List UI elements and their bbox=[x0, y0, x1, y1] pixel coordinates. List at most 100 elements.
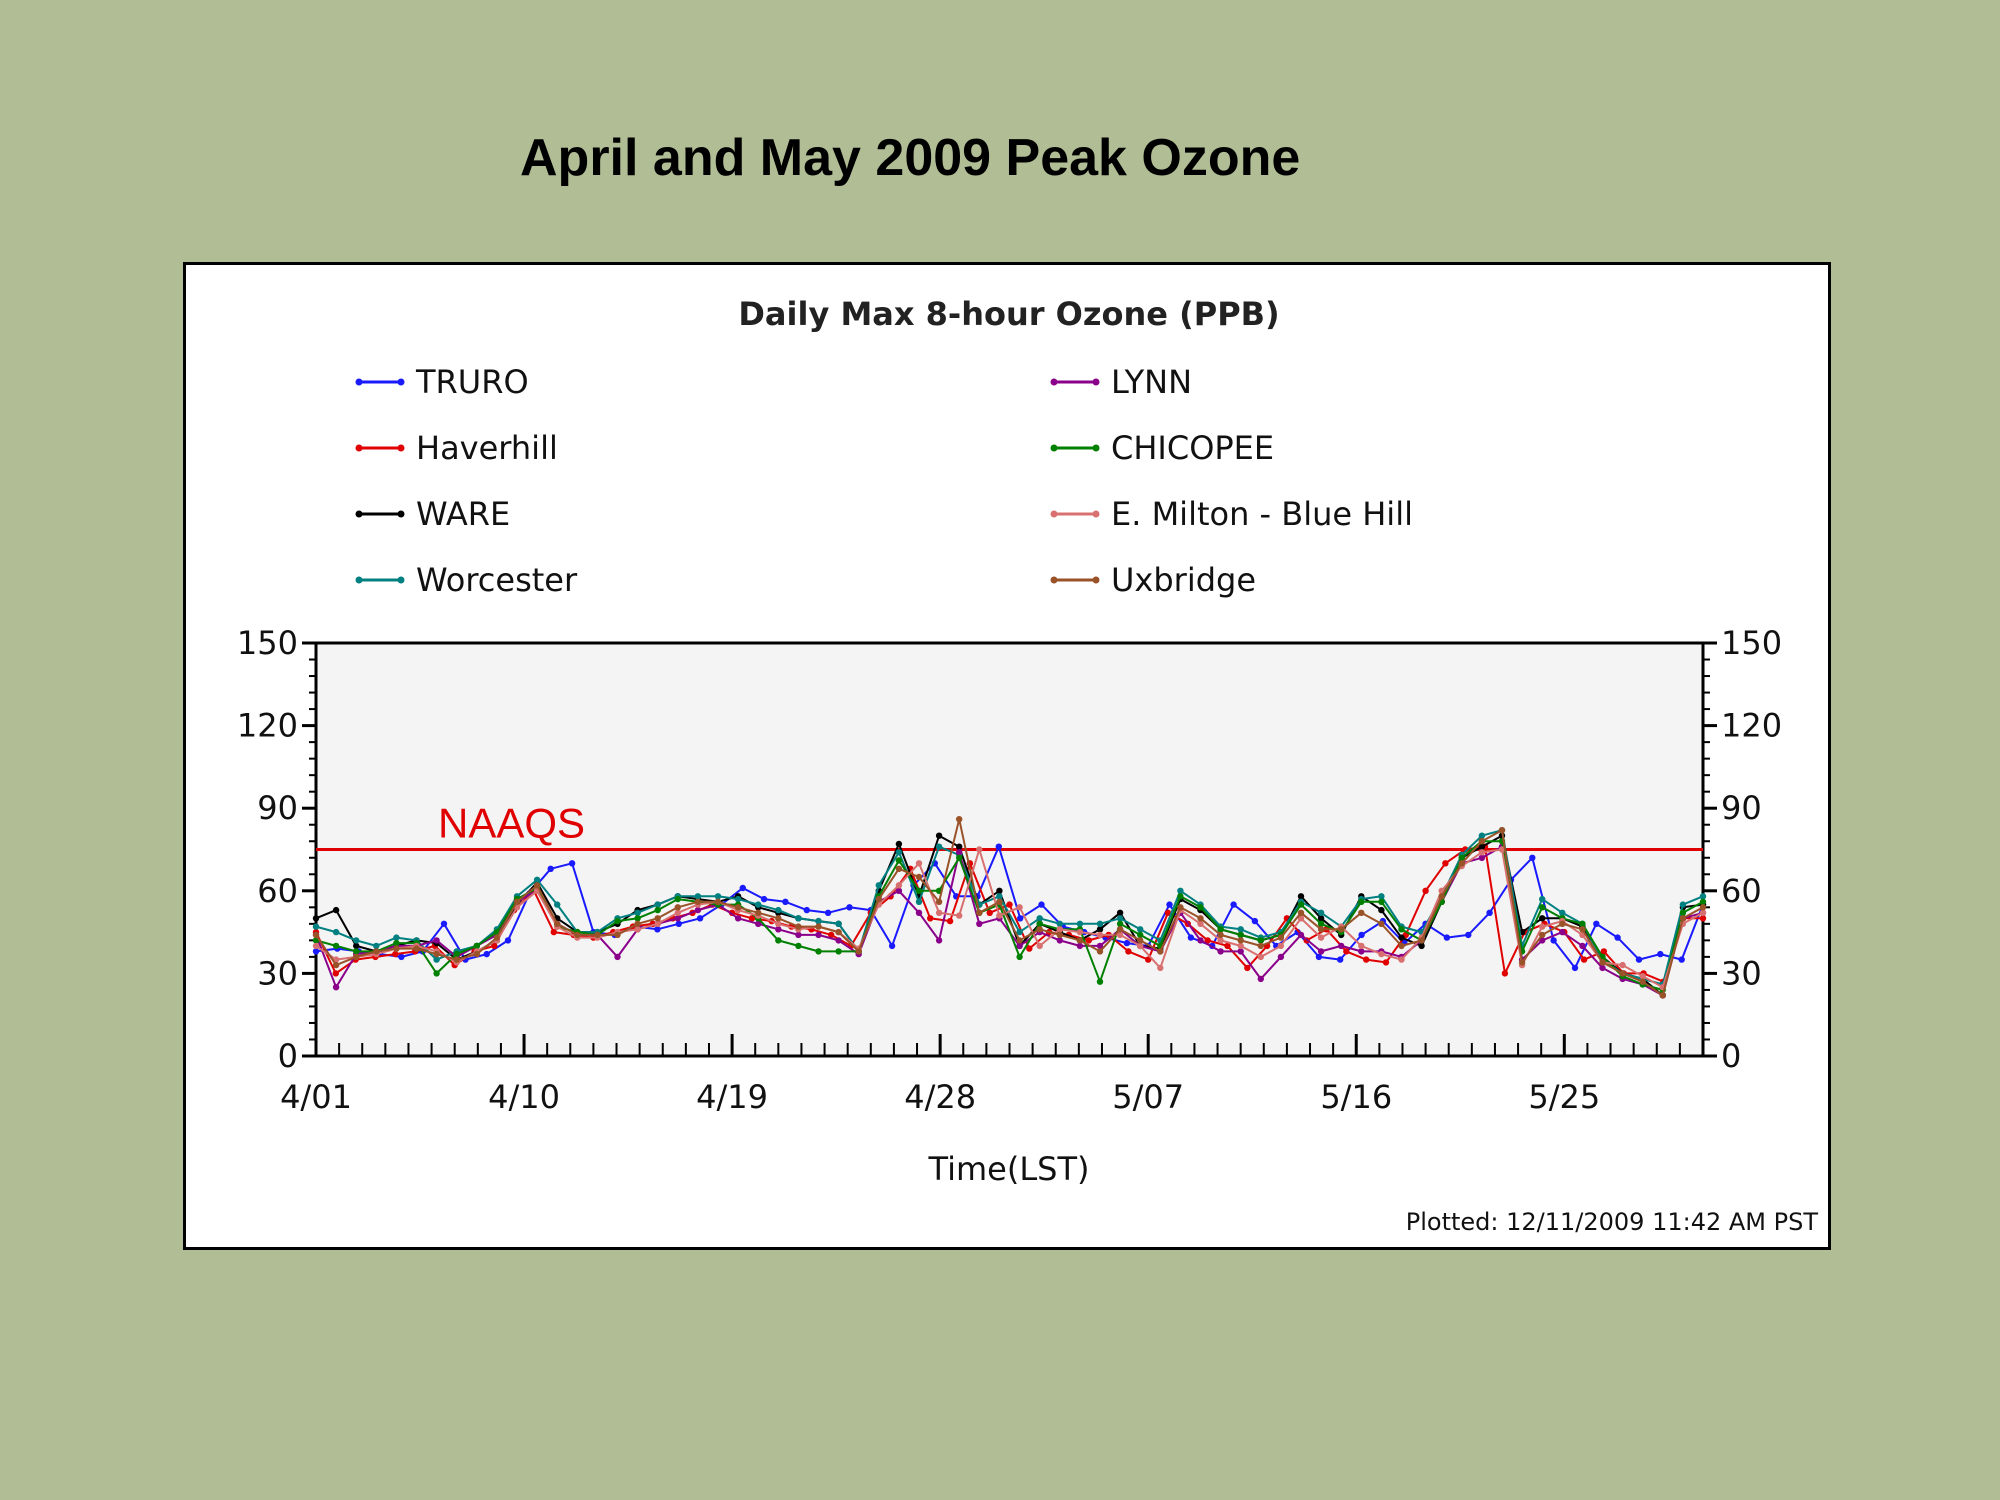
data-point bbox=[875, 882, 882, 889]
series-layer bbox=[312, 816, 1707, 999]
data-point bbox=[634, 915, 641, 922]
data-point bbox=[1177, 887, 1184, 894]
data-point bbox=[1358, 942, 1365, 950]
data-point bbox=[996, 912, 1003, 919]
data-point bbox=[654, 901, 661, 908]
data-point bbox=[895, 840, 903, 848]
data-point bbox=[504, 937, 512, 944]
data-point bbox=[1539, 923, 1546, 930]
legend-entry: Haverhill bbox=[355, 429, 558, 467]
data-point bbox=[568, 860, 576, 867]
data-point bbox=[1277, 942, 1285, 950]
data-point bbox=[1358, 948, 1365, 955]
data-point bbox=[1498, 827, 1506, 834]
data-point bbox=[1338, 942, 1345, 950]
data-point bbox=[1614, 934, 1621, 941]
data-point bbox=[312, 915, 320, 922]
y-tick-label-right: 150 bbox=[1721, 624, 1782, 662]
data-point bbox=[312, 923, 320, 930]
data-point bbox=[554, 901, 561, 908]
data-point bbox=[1442, 860, 1449, 867]
data-point bbox=[433, 956, 440, 963]
data-point bbox=[915, 898, 923, 905]
data-point bbox=[775, 926, 782, 933]
data-point bbox=[1580, 956, 1588, 963]
data-point bbox=[803, 906, 810, 914]
data-point bbox=[1096, 931, 1104, 939]
data-point bbox=[675, 920, 682, 927]
data-point bbox=[353, 953, 360, 961]
y-tick-label: 150 bbox=[237, 624, 298, 662]
data-point bbox=[996, 898, 1003, 905]
data-point bbox=[353, 942, 360, 950]
data-point bbox=[1338, 926, 1345, 933]
data-point bbox=[1257, 953, 1265, 961]
data-point bbox=[694, 893, 702, 900]
data-point bbox=[1297, 931, 1305, 939]
data-point bbox=[815, 917, 822, 925]
data-point bbox=[332, 942, 340, 950]
data-point bbox=[453, 950, 460, 958]
data-point bbox=[1036, 915, 1043, 922]
data-point bbox=[433, 937, 440, 944]
data-point bbox=[1378, 950, 1385, 958]
data-point bbox=[1157, 964, 1164, 972]
data-point bbox=[1177, 893, 1184, 900]
legend-marker bbox=[1092, 576, 1100, 584]
data-point bbox=[398, 953, 405, 961]
legend-marker bbox=[397, 510, 405, 518]
legend: TRURO Haverhill WARE Worcester LYNN CHICOPEE E… bbox=[355, 363, 1413, 599]
data-point bbox=[1358, 898, 1365, 905]
data-point bbox=[1244, 964, 1251, 972]
data-point bbox=[1166, 901, 1173, 908]
data-point bbox=[440, 920, 448, 927]
data-point bbox=[1038, 901, 1045, 908]
series-line bbox=[315, 845, 1704, 969]
data-point bbox=[1076, 942, 1084, 950]
data-point bbox=[483, 950, 490, 958]
data-point bbox=[1076, 920, 1084, 927]
data-point bbox=[755, 909, 762, 916]
data-point bbox=[1164, 909, 1172, 916]
data-point bbox=[614, 953, 621, 961]
data-point bbox=[1197, 920, 1204, 927]
x-tick-label: 4/19 bbox=[696, 1078, 768, 1116]
data-point bbox=[775, 906, 782, 914]
data-point bbox=[734, 895, 742, 903]
data-point bbox=[1277, 934, 1285, 941]
data-point bbox=[1096, 942, 1104, 950]
x-axis-label: Time(LST) bbox=[928, 1150, 1090, 1188]
series-line bbox=[315, 848, 1704, 989]
data-point bbox=[393, 934, 400, 941]
legend-marker bbox=[355, 378, 363, 386]
legend-entry: Worcester bbox=[355, 561, 578, 599]
x-tick-label: 4/01 bbox=[280, 1078, 352, 1116]
data-point bbox=[1036, 926, 1043, 933]
x-tick-label: 5/25 bbox=[1528, 1078, 1600, 1116]
data-point bbox=[1679, 915, 1687, 922]
data-point bbox=[1036, 942, 1043, 950]
data-point bbox=[1337, 956, 1344, 963]
data-point bbox=[915, 873, 923, 881]
data-point bbox=[895, 887, 903, 894]
data-point bbox=[696, 915, 704, 922]
data-point bbox=[1478, 843, 1486, 850]
data-point bbox=[1639, 978, 1646, 985]
data-point bbox=[1418, 937, 1425, 944]
legend-marker bbox=[355, 444, 363, 452]
data-point bbox=[815, 931, 822, 939]
y-tick-label-right: 30 bbox=[1721, 954, 1762, 992]
data-point bbox=[1036, 920, 1043, 927]
data-point bbox=[694, 906, 702, 914]
data-point bbox=[1137, 926, 1144, 933]
data-point bbox=[373, 942, 380, 950]
data-point bbox=[739, 884, 746, 892]
data-point bbox=[1137, 931, 1144, 939]
x-tick-label: 5/16 bbox=[1320, 1078, 1392, 1116]
data-point bbox=[473, 942, 480, 950]
data-point bbox=[956, 849, 963, 856]
data-point bbox=[1006, 901, 1013, 908]
data-point bbox=[1187, 934, 1195, 941]
data-point bbox=[332, 928, 340, 936]
data-point bbox=[1600, 948, 1608, 955]
